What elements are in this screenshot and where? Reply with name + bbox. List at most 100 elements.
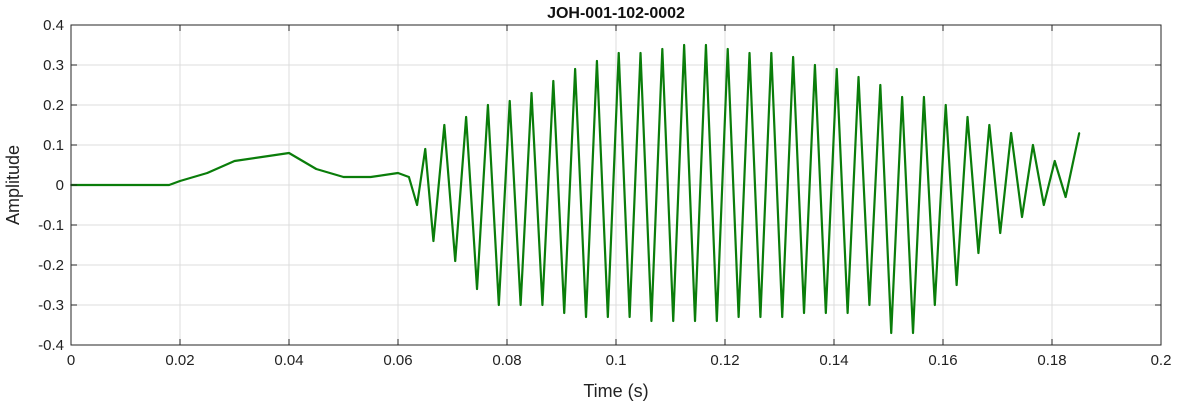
waveform-point [260, 156, 263, 158]
y-tick-label: 0.4 [43, 17, 64, 34]
waveform-point [476, 288, 478, 290]
x-tick-label: 0.1 [606, 352, 627, 369]
waveform-point [977, 252, 980, 254]
waveform-point [1021, 216, 1023, 218]
waveform-point [923, 96, 925, 98]
waveform-point [563, 312, 566, 314]
waveform-point [179, 180, 181, 182]
waveform-point [781, 316, 784, 318]
waveform-point [342, 176, 345, 178]
waveform-point [530, 92, 533, 94]
waveform-point [1053, 160, 1056, 162]
waveform-point [497, 304, 500, 306]
waveform-point [944, 104, 947, 106]
waveform-point [792, 56, 795, 58]
waveform-point [1042, 204, 1045, 206]
waveform-point [650, 320, 653, 322]
y-tick-label: -0.4 [38, 337, 64, 354]
waveform-point [617, 52, 620, 54]
y-tick-label: 0.1 [43, 137, 64, 154]
x-tick-label: 0.16 [928, 352, 957, 369]
y-axis-label: Amplitude [3, 145, 23, 225]
waveform-point [846, 312, 849, 314]
waveform-point [661, 48, 664, 50]
waveform-point [424, 148, 427, 150]
waveform-point [933, 304, 936, 306]
waveform-point [999, 232, 1002, 234]
waveform-point [1064, 196, 1067, 198]
x-tick-label: 0.02 [165, 352, 194, 369]
y-tick-labels: 0.4 0.3 0.2 0.1 0 -0.1 -0.2 -0.3 -0.4 [38, 17, 64, 354]
x-tick-label: 0.2 [1151, 352, 1172, 369]
waveform-point [416, 204, 418, 206]
waveform-point [315, 168, 318, 170]
data-layer [70, 43, 1081, 335]
waveform-point [206, 172, 209, 174]
waveform-point [168, 184, 171, 186]
waveform-point [519, 304, 522, 306]
waveform-point [541, 304, 544, 306]
y-tick-label: -0.2 [38, 257, 64, 274]
waveform-point [288, 152, 290, 154]
waveform-point [890, 332, 893, 334]
waveform-point [737, 316, 740, 318]
x-tick-label: 0.18 [1037, 352, 1066, 369]
waveform-point [879, 84, 882, 86]
y-tick-label: -0.1 [38, 217, 64, 234]
waveform-point [369, 176, 372, 178]
axis-ticks [70, 24, 1162, 346]
x-tick-label: 0.08 [492, 352, 521, 369]
waveform-point [432, 240, 435, 242]
waveform-point [770, 52, 773, 54]
waveform-point [397, 172, 399, 174]
x-axis-label: Time (s) [583, 381, 648, 401]
waveform-point [508, 100, 511, 102]
x-tick-labels: 0 0.02 0.04 0.06 0.08 0.1 0.12 0.14 0.16 0.18 0.2 [67, 352, 1172, 369]
waveform-point [672, 320, 675, 322]
waveform-series-line [71, 43, 1081, 335]
waveform-point [955, 284, 958, 286]
waveform-point [454, 260, 457, 262]
waveform-point [1078, 132, 1081, 134]
waveform-point [465, 116, 468, 118]
y-tick-label: 0.2 [43, 97, 64, 114]
waveform-point [705, 44, 707, 46]
waveform-point [824, 312, 827, 314]
waveform-point [1010, 132, 1013, 134]
waveform-point [443, 124, 446, 126]
waveform-point [715, 320, 718, 322]
waveform-point [748, 52, 751, 54]
x-tick-label: 0.14 [819, 352, 848, 369]
waveform-point [901, 96, 904, 98]
waveform-point [487, 104, 489, 106]
waveform-point [835, 68, 838, 70]
waveform-point [408, 176, 410, 178]
waveform-point [814, 64, 816, 66]
waveform-point [574, 68, 577, 70]
waveform-point [596, 60, 598, 62]
y-tick-label: 0.3 [43, 57, 64, 74]
waveform-point [759, 316, 762, 318]
waveform-point [552, 80, 555, 82]
x-tick-label: 0.06 [383, 352, 412, 369]
y-tick-label: 0 [56, 177, 64, 194]
waveform-point [683, 44, 686, 46]
waveform-point [628, 316, 631, 318]
chart-title: JOH-001-102-0002 [547, 5, 685, 22]
waveform-point [912, 332, 914, 334]
x-tick-label: 0.12 [710, 352, 739, 369]
y-tick-label: -0.3 [38, 297, 64, 314]
waveform-point [868, 304, 871, 306]
waveform-point [694, 320, 696, 322]
waveform-point [726, 48, 729, 50]
waveform-point [606, 316, 609, 318]
waveform-point [857, 76, 860, 78]
waveform-point [639, 52, 642, 54]
x-tick-label: 0 [67, 352, 75, 369]
waveform-point [1032, 144, 1034, 146]
x-tick-label: 0.04 [274, 352, 303, 369]
waveform-point [988, 124, 991, 126]
waveform-point [803, 312, 805, 314]
waveform-point [966, 116, 969, 118]
